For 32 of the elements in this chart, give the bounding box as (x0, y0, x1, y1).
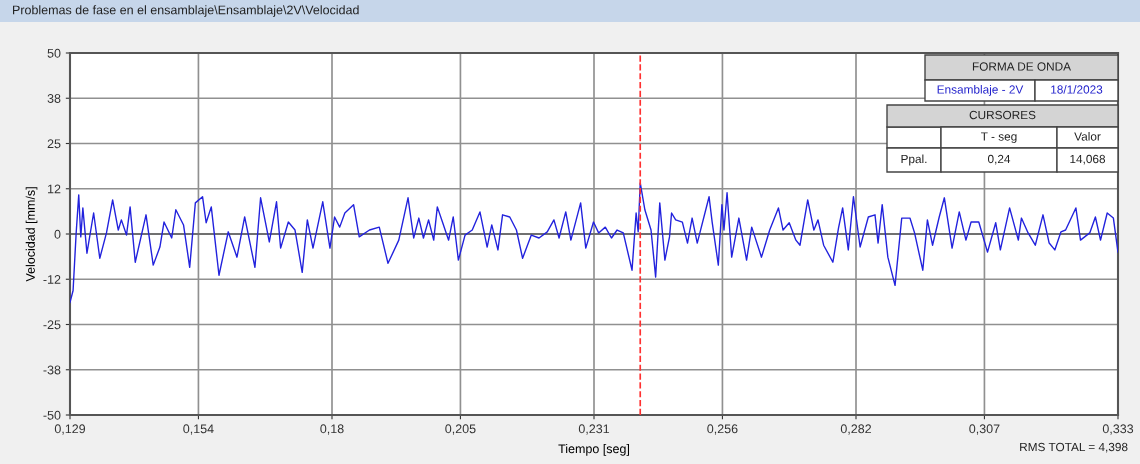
annotation: T - seg (981, 132, 1017, 143)
y-axis-title: Velocidad [mm/s] (25, 187, 38, 282)
y-tick-label: 0 (54, 229, 61, 239)
chart-title: Problemas de fase en el ensamblaje\Ensamblaje\2V\Velocidad (13, 5, 359, 17)
annotation: 14,068 (1070, 154, 1106, 165)
annotation: 0,24 (987, 154, 1011, 165)
annotation: Ppal. (901, 154, 927, 166)
x-tick-label: 0,129 (54, 424, 86, 435)
y-tick-label: -50 (43, 410, 61, 420)
x-tick-label: 0,333 (1102, 424, 1134, 435)
annotation: Ensamblaje - 2V (937, 85, 1024, 96)
x-axis-title: Tiempo [seg] (558, 444, 629, 456)
y-tick-label: 25 (47, 139, 61, 149)
y-tick-label: -25 (43, 320, 61, 330)
y-tick-label: 12 (48, 184, 61, 194)
x-tick-label: 0,307 (969, 424, 1000, 435)
y-tick-label: 50 (47, 48, 61, 58)
x-tick-label: 0,18 (320, 424, 344, 435)
annotation: FORMA DE ONDA (972, 62, 1071, 71)
y-tick-label: -12 (43, 275, 61, 284)
annotation: 18/1/2023 (1051, 85, 1103, 94)
annotation: Valor (1074, 132, 1101, 141)
y-tick-label: -38 (43, 365, 61, 375)
x-tick-label: 0,256 (707, 424, 738, 435)
y-tick-label: 38 (47, 94, 61, 103)
x-tick-label: 0,282 (840, 424, 872, 435)
text: RMS TOTAL = 4,398 (1020, 442, 1128, 453)
annotation: CURSORES (969, 110, 1036, 120)
line-series (70, 182, 1118, 304)
x-tick-label: 0,154 (183, 424, 214, 435)
x-tick-label: 0,231 (578, 424, 610, 435)
x-tick-label: 0,205 (445, 424, 476, 435)
